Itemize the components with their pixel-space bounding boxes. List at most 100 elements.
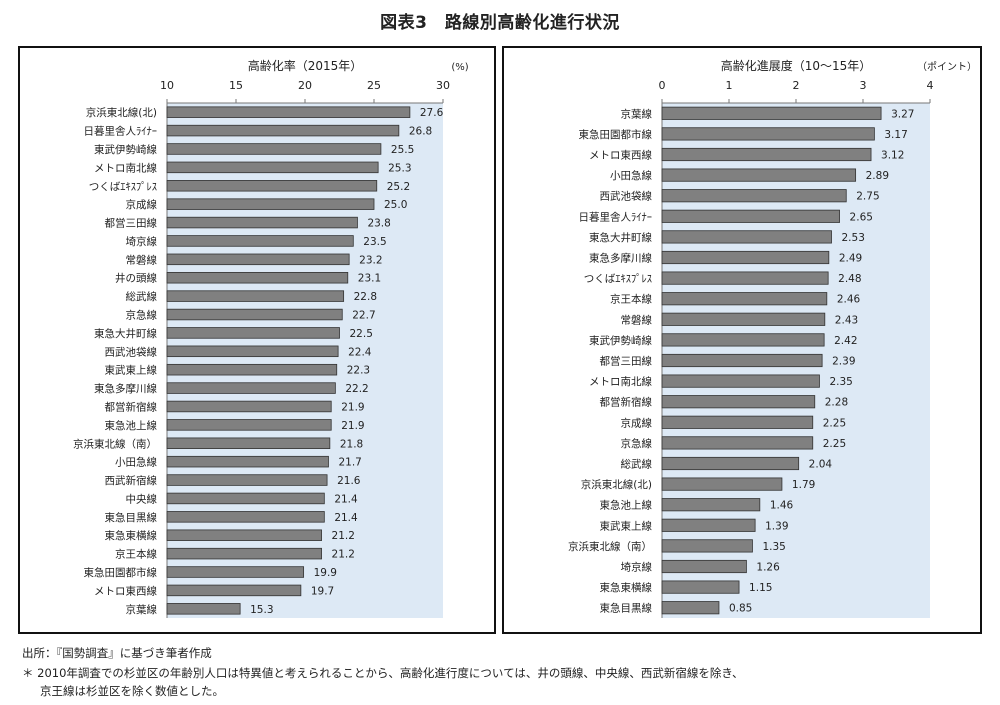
bar (661, 312, 826, 326)
category-label: 京王本線 (610, 293, 652, 306)
category-label: 東武東上線 (600, 519, 653, 532)
category-label: 都営三田線 (105, 217, 158, 230)
data-label: 23.5 (363, 236, 386, 248)
category-label: 京浜東北線（南） (73, 437, 157, 450)
bar (661, 415, 814, 429)
x-tick-label: 2 (793, 79, 800, 92)
unit-label: （ポイント） (917, 61, 977, 73)
category-label: 井の頭線 (115, 272, 157, 285)
bar (166, 327, 340, 339)
x-tick-label: 15 (229, 79, 243, 92)
bar (661, 168, 857, 182)
bar (661, 539, 753, 553)
bar (661, 498, 761, 512)
data-label: 1.46 (770, 500, 794, 512)
bar (166, 400, 332, 413)
data-label: 19.7 (311, 585, 334, 597)
data-label: 22.3 (347, 365, 370, 377)
data-label: 15.3 (250, 604, 273, 616)
category-label: 京葉線 (126, 603, 158, 616)
bar (661, 601, 720, 615)
aging-progress-chart: 高齢化進展度（10～15年） （ポイント） 0 1 2 3 4 京葉線 3.27 東急田園都市線 3… (568, 58, 977, 618)
x-tick-label: 30 (436, 79, 450, 92)
bar (166, 566, 305, 578)
bar (661, 374, 820, 388)
bar (661, 353, 823, 368)
bar (166, 345, 339, 358)
category-label: 東武東上線 (105, 364, 158, 377)
bar (661, 147, 872, 162)
category-label: 東急大井町線 (589, 231, 652, 244)
bar (166, 547, 322, 560)
category-label: 京浜東北線(北) (581, 478, 652, 491)
bar (166, 180, 378, 192)
category-label: 都営新宿線 (105, 400, 158, 413)
data-label: 2.65 (850, 211, 873, 223)
data-label: 3.17 (884, 129, 907, 141)
data-label: 3.12 (881, 150, 904, 162)
data-label: 22.4 (348, 346, 372, 358)
x-tick-label: 0 (659, 79, 666, 92)
category-label: 京葉線 (621, 107, 653, 120)
category-label: 東武伊勢崎線 (94, 143, 157, 156)
data-label: 21.4 (334, 493, 358, 505)
category-label: 京急線 (621, 437, 653, 450)
bar (661, 580, 740, 594)
data-label: 22.5 (350, 328, 373, 340)
data-label: 2.35 (829, 376, 852, 388)
data-label: 21.8 (340, 438, 363, 450)
x-tick-label: 20 (298, 79, 312, 92)
bar (166, 492, 325, 505)
bar (166, 474, 328, 486)
category-label: 京浜東北線（南） (568, 540, 652, 553)
bar (661, 395, 816, 409)
bar (166, 529, 322, 541)
bar (661, 292, 828, 306)
bar (661, 271, 829, 285)
data-label: 21.7 (338, 457, 361, 469)
data-label: 2.25 (823, 438, 846, 450)
category-label: つくばｴｷｽﾌﾟﾚｽ (89, 181, 157, 193)
data-label: 2.43 (835, 314, 858, 326)
bar (166, 235, 354, 247)
bar (166, 603, 241, 615)
category-label: 東急目黒線 (600, 602, 653, 615)
aging-rate-chart: 高齢化率（2015年） (%) 10 15 20 25 30 京浜東北線(北) 27.6 日暮里舎… (73, 58, 469, 618)
category-label: 総武線 (126, 290, 158, 303)
bar (166, 363, 338, 376)
category-label: 埼京線 (621, 561, 653, 574)
category-label: 東武伊勢崎線 (589, 334, 652, 347)
data-label: 1.39 (765, 520, 788, 532)
data-label: 23.1 (358, 273, 381, 285)
bar (166, 143, 382, 155)
unit-label: (%) (451, 62, 468, 73)
bar (166, 437, 331, 450)
data-label: 2.25 (823, 417, 846, 429)
bar (166, 511, 325, 523)
bar (166, 382, 336, 394)
bar (661, 477, 783, 491)
bar (166, 198, 375, 210)
data-label: 0.85 (729, 603, 752, 615)
data-label: 3.27 (891, 108, 914, 120)
category-label: 東急池上線 (105, 419, 158, 432)
chart-title: 高齢化率（2015年） (248, 58, 363, 73)
category-label: 常磐線 (126, 253, 158, 266)
category-label: 京浜東北線(北) (86, 106, 157, 119)
category-label: 東急田園都市線 (579, 128, 653, 141)
x-tick-label: 10 (160, 79, 174, 92)
footnote-2: 京王線は杉並区を除く数値とした。 (40, 684, 224, 698)
data-label: 2.39 (832, 356, 855, 368)
data-label: 21.2 (332, 530, 355, 542)
data-label: 2.49 (839, 253, 862, 265)
bar (661, 250, 830, 265)
bar (166, 308, 343, 321)
bar (661, 333, 825, 347)
x-tick-label: 3 (860, 79, 867, 92)
bar (661, 518, 756, 532)
category-label: 東急東横線 (105, 529, 158, 542)
category-label: 東急池上線 (600, 499, 653, 512)
category-label: メトロ南北線 (589, 375, 652, 388)
category-label: 京王本線 (115, 548, 157, 561)
bar (661, 209, 840, 223)
